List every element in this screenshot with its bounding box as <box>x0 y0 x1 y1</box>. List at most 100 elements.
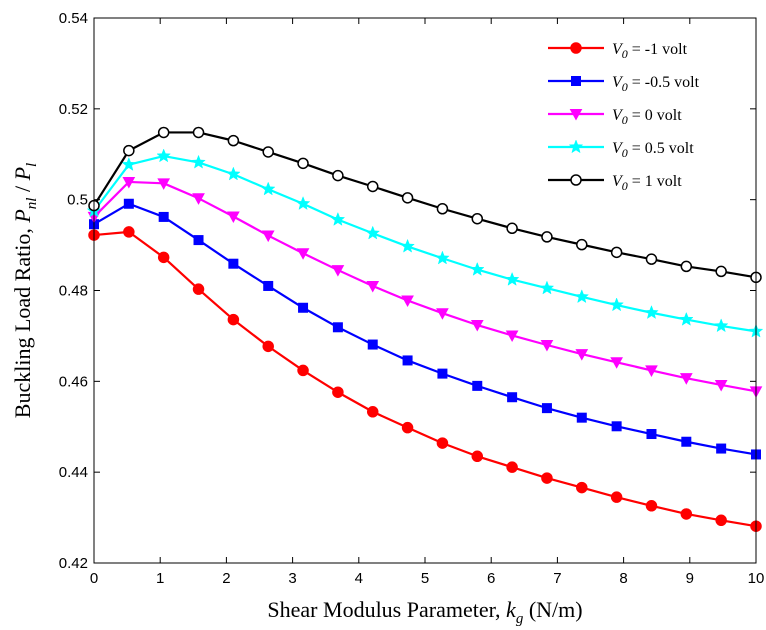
legend-sub: 0 <box>622 113 628 127</box>
x-axis-label: Shear Modulus Parameter, kg (N/m) <box>267 597 582 627</box>
data-point-0-3 <box>192 283 205 295</box>
data-point-0-5 <box>262 340 274 353</box>
data-point-1-12 <box>507 392 518 403</box>
data-point-4-5 <box>262 146 274 158</box>
data-point-3-2 <box>156 148 172 163</box>
data-point-3-13 <box>539 280 555 295</box>
legend-sub: 0 <box>622 80 628 94</box>
data-point-2-9 <box>401 295 414 308</box>
data-point-1-4 <box>228 258 239 269</box>
data-point-1-18 <box>716 443 727 454</box>
x-tick-label: 1 <box>156 570 164 587</box>
data-point-2-3 <box>192 193 205 205</box>
legend-var: V <box>612 74 624 91</box>
data-point-1-15 <box>611 421 622 432</box>
data-point-3-4 <box>226 166 241 181</box>
legend-sub: 0 <box>622 179 628 193</box>
y-tick-label: 0.54 <box>59 10 88 27</box>
series-3 <box>86 148 764 338</box>
x-tick-label: 0 <box>90 570 98 587</box>
data-point-2-16 <box>645 365 658 377</box>
data-point-4-4 <box>227 134 240 147</box>
data-point-3-17 <box>678 311 694 326</box>
x-tick-label: 8 <box>619 570 627 587</box>
data-point-2-6 <box>296 248 310 260</box>
data-point-0-8 <box>366 406 379 418</box>
data-point-1-11 <box>472 380 483 391</box>
x-tick-label: 2 <box>222 570 230 587</box>
data-point-3-6 <box>295 196 311 210</box>
data-point-0-6 <box>297 364 309 377</box>
data-point-2-1 <box>122 176 136 189</box>
y-tick-label: 0.52 <box>59 101 88 118</box>
series-0 <box>88 226 762 532</box>
legend-entry-2: V0 = 0 volt <box>548 107 682 127</box>
data-point-1-13 <box>541 403 552 414</box>
series-line-0 <box>93 230 757 528</box>
series-4 <box>88 126 762 284</box>
data-point-3-1 <box>121 157 137 171</box>
data-point-4-18 <box>715 265 727 278</box>
data-point-3-16 <box>644 305 659 319</box>
data-point-4-10 <box>436 203 449 215</box>
data-point-2-17 <box>679 373 693 385</box>
data-point-1-10 <box>437 368 448 379</box>
data-point-0-17 <box>680 508 693 520</box>
data-point-1-5 <box>263 280 274 291</box>
data-point-3-10 <box>435 250 450 265</box>
data-point-1-3 <box>193 235 204 246</box>
plot-area <box>94 18 756 563</box>
data-point-0-10 <box>436 437 449 449</box>
data-point-3-11 <box>469 261 485 276</box>
data-point-4-7 <box>332 169 344 182</box>
x-tick-label: 6 <box>487 570 495 587</box>
data-point-4-2 <box>157 126 170 139</box>
legend-rest: = 0 volt <box>628 107 682 124</box>
data-point-1-16 <box>646 429 657 440</box>
legend-entry-4: V0 = 1 volt <box>548 173 682 193</box>
data-point-4-1 <box>123 144 135 157</box>
data-point-3-15 <box>609 297 624 312</box>
data-point-1-2 <box>158 211 169 222</box>
legend-label-2: V0 = 0 volt <box>612 107 682 127</box>
data-point-3-5 <box>260 181 276 196</box>
legend-marker-3 <box>568 139 584 154</box>
data-point-0-1 <box>123 226 135 238</box>
data-point-4-14 <box>576 238 588 251</box>
data-point-4-6 <box>297 157 309 170</box>
legend-label-4: V0 = 1 volt <box>612 173 682 193</box>
y-tick-label: 0.44 <box>59 464 88 481</box>
data-point-2-12 <box>505 330 519 343</box>
data-point-0-12 <box>506 461 518 473</box>
data-point-2-4 <box>227 211 240 224</box>
data-point-2-10 <box>436 308 449 320</box>
data-point-4-8 <box>366 180 379 193</box>
legend-marker-0 <box>570 42 582 54</box>
legend-var: V <box>612 41 624 58</box>
data-point-3-8 <box>365 225 381 240</box>
data-layer <box>86 126 764 532</box>
data-point-4-16 <box>645 253 658 265</box>
data-point-4-3 <box>192 126 205 139</box>
x-tick-label: 3 <box>288 570 296 587</box>
data-point-2-5 <box>261 230 275 243</box>
series-line-1 <box>93 202 757 456</box>
data-point-4-11 <box>471 212 484 225</box>
data-point-2-13 <box>540 340 554 352</box>
data-point-2-8 <box>366 280 380 293</box>
legend-marker-4 <box>570 174 582 186</box>
legend-entry-1: V0 = -0.5 volt <box>548 74 700 94</box>
legend-sub: 0 <box>622 146 628 160</box>
data-point-0-14 <box>576 481 588 494</box>
data-point-2-2 <box>157 178 171 190</box>
y-tick-label: 0.48 <box>59 283 88 300</box>
data-point-0-11 <box>471 450 484 463</box>
data-point-1-7 <box>332 322 343 333</box>
data-point-0-16 <box>645 500 658 512</box>
legend-label-1: V0 = -0.5 volt <box>612 74 700 94</box>
series-1 <box>89 198 761 460</box>
data-point-3-7 <box>330 211 346 226</box>
legend-label-0: V0 = -1 volt <box>612 41 688 61</box>
data-point-1-17 <box>681 436 692 447</box>
